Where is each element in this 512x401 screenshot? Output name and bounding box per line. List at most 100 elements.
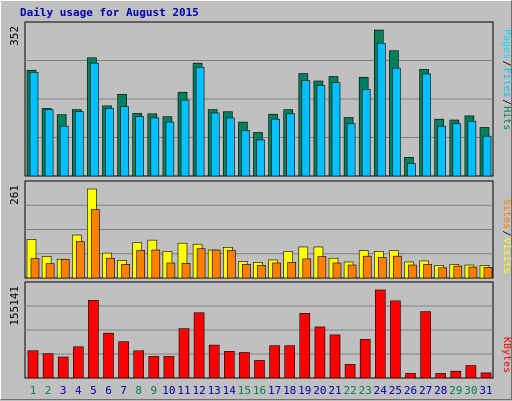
files-bar (361, 89, 371, 177)
sites-bar (76, 241, 85, 279)
files-bar (226, 117, 235, 177)
x-tick-label: 31 (479, 384, 492, 397)
kbytes-bar (314, 326, 326, 379)
hits-legend-3: / (501, 99, 512, 105)
kbytes-bar (103, 332, 114, 379)
x-tick-label: 27 (419, 384, 432, 397)
kbytes-bar (208, 344, 220, 379)
x-tick-label: 22 (343, 384, 356, 397)
y-tick-label: 155141 (8, 286, 21, 326)
sites-bar (166, 262, 176, 279)
x-tick-label: 16 (253, 384, 266, 397)
x-tick-label: 5 (90, 384, 97, 397)
x-tick-label: 1 (30, 384, 37, 397)
files-bar (135, 116, 144, 177)
sites-bar (362, 255, 372, 279)
files-bar (165, 121, 175, 177)
kbytes-bar (269, 345, 280, 379)
x-tick-label: 4 (75, 384, 82, 397)
files-bar (44, 109, 54, 177)
kbytes-bar (435, 373, 447, 379)
x-tick-label: 20 (313, 384, 326, 397)
sites-bar (257, 265, 266, 279)
sites-bar (242, 264, 251, 279)
kbytes-bar (178, 328, 190, 379)
x-tick-label: 21 (328, 384, 341, 397)
files-bar (286, 113, 296, 177)
kbytes-bar (405, 373, 416, 379)
sites-bar (106, 257, 115, 279)
sites-bar (438, 267, 448, 279)
kbytes-bar (73, 346, 84, 379)
sites-bar (408, 264, 417, 279)
sites-bar (317, 256, 327, 279)
sites-bar (347, 264, 357, 279)
kbytes-bar (344, 364, 356, 379)
kbytes-bar (284, 345, 296, 379)
sites-bar (393, 255, 402, 279)
files-bar (256, 139, 265, 177)
files-bar (210, 112, 220, 177)
hits-legend-0: Pages (501, 29, 512, 59)
y-tick-label: 352 (8, 26, 21, 46)
sites-bar (287, 262, 297, 279)
files-bar (452, 123, 462, 177)
files-bar (150, 117, 160, 177)
sites-bar (30, 258, 40, 279)
kbytes-bar (465, 365, 477, 379)
files-bar (195, 67, 205, 177)
visits-legend-1: / (501, 231, 512, 237)
sites-bar (302, 258, 312, 279)
kbytes-bar (224, 351, 235, 379)
kbytes-bar (57, 356, 69, 379)
sites-bar (151, 249, 161, 279)
sites-bar (60, 258, 70, 279)
files-bar (407, 163, 416, 177)
x-tick-label: 18 (283, 384, 296, 397)
x-tick-label: 24 (374, 384, 388, 397)
x-tick-label: 7 (120, 384, 127, 397)
files-bar (392, 67, 401, 177)
sites-bar (483, 267, 493, 279)
x-tick-label: 12 (192, 384, 205, 397)
files-bar (120, 106, 129, 177)
x-tick-label: 6 (105, 384, 112, 397)
chart-title: Daily usage for August 2015 (20, 6, 199, 19)
x-tick-label: 2 (45, 384, 52, 397)
files-bar (180, 99, 190, 177)
kbytes-legend-0: KBytes (501, 337, 512, 373)
kbytes-bar (133, 350, 144, 379)
sites-bar (45, 263, 55, 279)
visits-legend-0: Sites (501, 199, 512, 229)
kbytes-bar (148, 356, 160, 379)
x-tick-label: 3 (60, 384, 67, 397)
sites-bar (211, 249, 221, 279)
files-bar (90, 62, 99, 177)
x-tick-label: 17 (268, 384, 281, 397)
sites-bar (196, 248, 206, 279)
sites-bar (377, 257, 387, 279)
files-bar (29, 72, 39, 177)
x-tick-label: 15 (238, 384, 251, 397)
x-tick-label: 19 (298, 384, 311, 397)
visits-legend-2: Visits (501, 238, 512, 274)
files-bar (467, 120, 477, 177)
kbytes-bar (390, 300, 401, 379)
x-tick-label: 28 (434, 384, 447, 397)
kbytes-bar (118, 341, 129, 379)
x-tick-label: 30 (464, 384, 477, 397)
x-tick-label: 11 (177, 384, 190, 397)
files-bar (422, 73, 431, 177)
kbytes-bar (163, 356, 175, 379)
x-tick-label: 26 (404, 384, 417, 397)
files-bar (301, 80, 311, 177)
kbytes-bar (359, 339, 371, 379)
sites-bar (227, 250, 236, 279)
files-bar (59, 125, 69, 177)
kbytes-bar (239, 352, 250, 379)
x-tick-label: 14 (223, 384, 237, 397)
sites-bar (272, 262, 281, 279)
kbytes-bar (88, 299, 99, 379)
